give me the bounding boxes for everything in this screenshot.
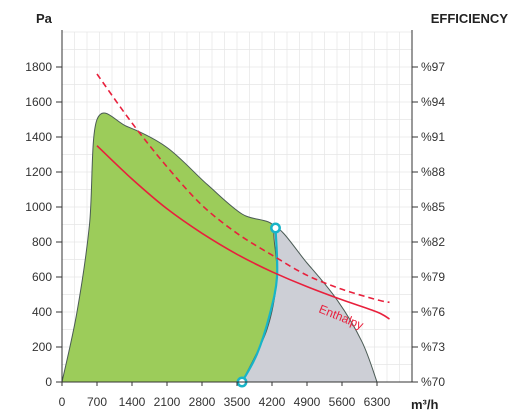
right-axis-label: EFFICIENCY <box>431 11 509 26</box>
left-axis-label: Pa <box>36 11 53 26</box>
y-tick-label: 1400 <box>25 130 52 144</box>
right-tick-label: %94 <box>421 95 445 109</box>
x-tick-label: 6300 <box>364 395 391 409</box>
x-tick-label: 3500 <box>224 395 251 409</box>
y-tick-label: 400 <box>32 305 52 319</box>
series-line-solid <box>96 145 390 320</box>
right-tick-label: %85 <box>421 200 445 214</box>
regions <box>61 112 378 383</box>
y-tick-label: 800 <box>32 235 52 249</box>
marker-point <box>270 222 281 234</box>
y-tick-label: 200 <box>32 340 52 354</box>
region-green <box>61 112 280 383</box>
y-tick-label: 0 <box>45 375 52 389</box>
x-tick-label: 0 <box>59 395 66 409</box>
cyan-boundary <box>241 227 279 383</box>
series-lines <box>96 73 390 320</box>
right-tick-label: %88 <box>421 165 445 179</box>
x-tick-label: 4200 <box>259 395 286 409</box>
y-tick-label: 1000 <box>25 200 52 214</box>
right-tick-label: %70 <box>421 375 445 389</box>
x-axis-label: m³/h <box>411 397 439 412</box>
y-tick-label: 1800 <box>25 60 52 74</box>
tick-labels: 0 200 400 600 800 1000 1200 1400 1600 1800 %70 %73%… <box>25 60 445 409</box>
right-tick-label: %82 <box>421 235 445 249</box>
x-tick-label: 5600 <box>329 395 356 409</box>
right-tick-label: %97 <box>421 60 445 74</box>
boundary-curve <box>241 227 279 383</box>
axes <box>56 30 418 386</box>
x-tick-label: 700 <box>87 395 107 409</box>
right-tick-label: %79 <box>421 270 445 284</box>
right-tick-label: %76 <box>421 305 445 319</box>
region-grey <box>241 227 378 383</box>
y-tick-label: 600 <box>32 270 52 284</box>
y-tick-label: 1600 <box>25 95 52 109</box>
right-tick-label: %73 <box>421 340 445 354</box>
x-tick-label: 2100 <box>154 395 181 409</box>
series-line-dashed <box>96 73 390 304</box>
y-tick-label: 1200 <box>25 165 52 179</box>
x-tick-label: 1400 <box>119 395 146 409</box>
x-tick-label: 2800 <box>189 395 216 409</box>
x-tick-label: 4900 <box>294 395 321 409</box>
right-tick-label: %91 <box>421 130 445 144</box>
